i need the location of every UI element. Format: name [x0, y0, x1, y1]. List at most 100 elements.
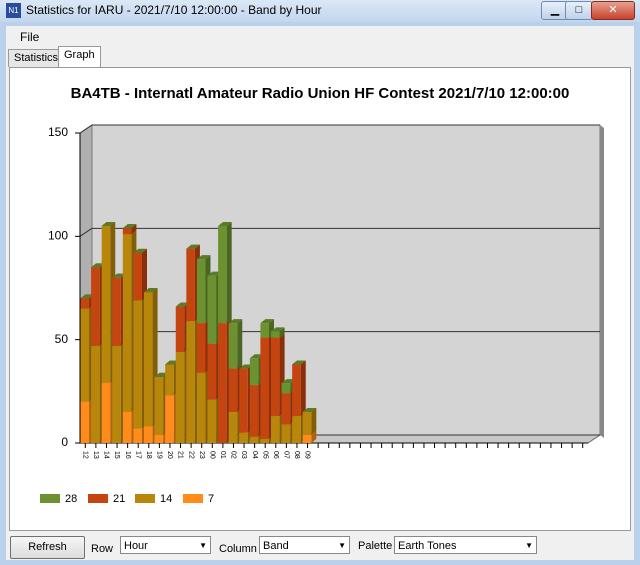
minimize-button[interactable]: ▁	[541, 1, 569, 20]
bar	[80, 401, 90, 443]
refresh-button[interactable]: Refresh	[10, 536, 85, 559]
bar-side	[131, 224, 137, 235]
x-tick-label: 03	[240, 451, 247, 459]
bar	[260, 337, 269, 439]
legend-label: 7	[208, 493, 214, 505]
bar	[249, 358, 259, 386]
bar	[207, 399, 217, 443]
bar	[249, 436, 259, 443]
bar	[101, 383, 111, 443]
bar	[80, 308, 90, 402]
x-tick-label: 18	[145, 451, 152, 459]
bar	[196, 323, 206, 373]
legend-swatch	[183, 494, 203, 503]
bar-top	[228, 319, 243, 324]
palette-select[interactable]: Earth Tones	[394, 536, 537, 555]
bar	[271, 337, 280, 417]
bar-side	[237, 319, 243, 369]
x-tick-label: 20	[166, 451, 173, 459]
bar	[91, 345, 100, 443]
bar	[271, 416, 280, 443]
bar	[133, 428, 142, 443]
x-tick-label: 07	[283, 451, 290, 459]
x-tick-label: 15	[113, 451, 120, 459]
x-tick-label: 16	[124, 451, 131, 459]
bar-top	[186, 244, 200, 249]
bar-top	[281, 379, 296, 384]
bar	[186, 248, 195, 322]
bar	[186, 321, 195, 443]
y-tick-label: 100	[48, 229, 68, 243]
bar-top	[112, 273, 126, 278]
bar	[144, 426, 153, 443]
bar	[281, 393, 291, 425]
bar	[175, 306, 185, 353]
bar	[292, 364, 301, 417]
bar	[228, 412, 238, 443]
legend-label: 21	[113, 493, 125, 505]
x-tick-label: 08	[293, 451, 300, 459]
menu-item[interactable]: File	[20, 30, 40, 44]
bar	[165, 395, 174, 443]
bar	[292, 416, 301, 443]
bar	[80, 298, 90, 309]
bar	[239, 432, 248, 443]
bar-side	[311, 430, 317, 443]
bar-side	[300, 360, 306, 417]
bar-top	[122, 224, 137, 229]
bar-side	[142, 248, 147, 301]
x-tick-label: 04	[251, 451, 258, 459]
bar-top	[249, 354, 264, 359]
y-tick-label: 0	[61, 435, 68, 449]
legend-swatch	[135, 494, 155, 503]
x-tick-label: 21	[177, 451, 184, 459]
bar	[228, 323, 238, 369]
bar	[133, 252, 142, 301]
bar-top	[271, 327, 285, 332]
bar	[122, 412, 132, 443]
x-tick-label: 05	[261, 451, 268, 459]
bar-side	[311, 408, 317, 435]
column-select[interactable]: Band	[259, 536, 350, 555]
bar-top	[165, 360, 179, 365]
bar	[196, 259, 206, 324]
legend-swatch	[40, 494, 60, 503]
bar	[207, 275, 217, 344]
close-button[interactable]: ✕	[591, 1, 635, 20]
bar-top	[154, 372, 169, 377]
bar	[101, 226, 111, 384]
bar	[260, 323, 269, 338]
bar	[165, 364, 174, 396]
bar	[271, 331, 280, 338]
bar-top	[175, 302, 190, 307]
bar-top	[133, 248, 147, 253]
bar	[154, 376, 164, 435]
tab-active[interactable]: Graph	[58, 46, 101, 67]
chart-title: BA4TB - Internatl Amateur Radio Union HF…	[71, 85, 570, 102]
bar	[175, 352, 185, 443]
bar	[133, 300, 142, 429]
bar	[302, 412, 312, 435]
legend-swatch	[88, 494, 108, 503]
bar-top	[80, 294, 95, 299]
x-tick-label: 01	[219, 451, 226, 459]
x-tick-label: 22	[187, 451, 194, 459]
bar-top	[239, 364, 253, 369]
bar	[281, 383, 291, 394]
row-select[interactable]: Hour	[120, 536, 211, 555]
legend-label: 14	[160, 493, 172, 505]
bar-side	[226, 222, 232, 324]
bar	[218, 323, 227, 443]
bar	[260, 438, 269, 443]
right-edge	[600, 125, 604, 438]
bar	[144, 292, 153, 427]
bar	[281, 424, 291, 443]
bar-side	[279, 327, 285, 338]
tab[interactable]: Statistics	[8, 49, 65, 67]
bar-top	[196, 255, 211, 260]
palette-label: Palette	[358, 540, 393, 552]
bar	[239, 368, 248, 433]
bar	[154, 434, 164, 443]
